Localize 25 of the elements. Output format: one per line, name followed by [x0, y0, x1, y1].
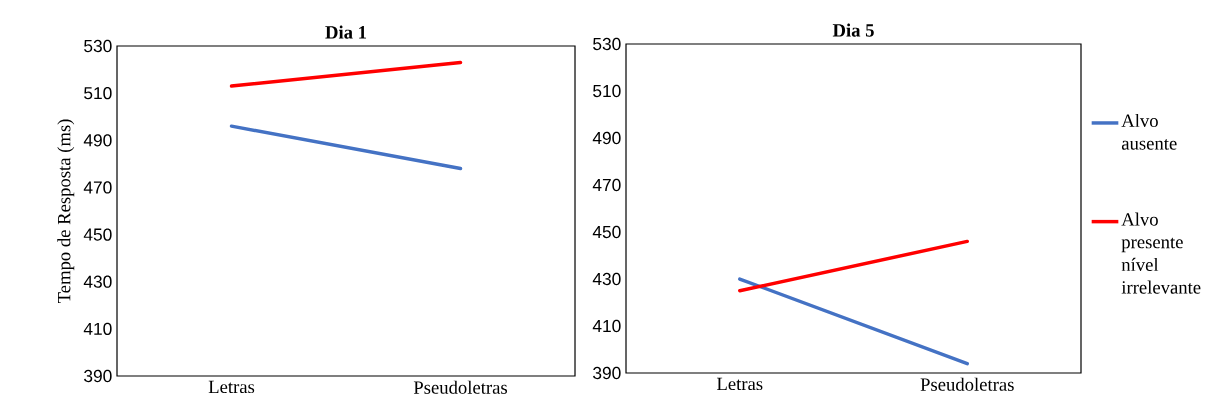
y-tick-label: 450: [83, 228, 112, 241]
y-tick-label: 530: [84, 39, 112, 53]
y-tick-label: 490: [83, 134, 112, 147]
legend-label: Alvo presente nível irrelevante: [1121, 212, 1201, 294]
y-tick-label: 390: [84, 369, 112, 383]
y-tick-label: 530: [593, 37, 621, 51]
y-axis-title: Tempo de Resposta (ms): [57, 119, 75, 304]
chart-title: Dia 1: [325, 25, 367, 39]
x-tick-label: Pseudoletras: [413, 380, 508, 394]
x-tick-label: Letras: [208, 380, 255, 394]
y-tick-label: 510: [84, 87, 112, 100]
y-tick-label: 430: [83, 275, 112, 288]
x-tick-label: Letras: [716, 377, 763, 391]
chart-title: Dia 5: [832, 23, 874, 37]
y-tick-label: 470: [592, 178, 621, 192]
y-tick-label: 410: [83, 322, 112, 335]
y-tick-label: 470: [83, 181, 112, 194]
y-tick-label: 510: [593, 84, 621, 98]
y-tick-label: 410: [592, 319, 621, 333]
x-tick-label: Pseudoletras: [920, 377, 1014, 391]
y-tick-label: 430: [592, 272, 621, 286]
y-tick-label: 490: [592, 131, 621, 145]
y-tick-label: 390: [593, 366, 621, 380]
y-tick-label: 450: [592, 225, 621, 239]
legend-label: Alvo ausente: [1121, 113, 1177, 150]
